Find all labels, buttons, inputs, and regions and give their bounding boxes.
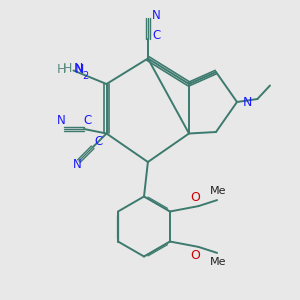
Text: N: N [152, 9, 161, 22]
Text: O: O [190, 190, 200, 204]
Text: N: N [242, 95, 252, 109]
Text: N: N [74, 62, 83, 76]
Text: C: C [152, 29, 160, 42]
Text: Me: Me [210, 257, 227, 267]
Text: H: H [57, 63, 66, 76]
Text: N: N [75, 63, 84, 76]
Text: Me: Me [210, 186, 227, 196]
Text: N: N [73, 158, 82, 171]
Text: C: C [83, 114, 91, 127]
Text: N: N [57, 114, 66, 127]
Text: H: H [63, 62, 72, 76]
Text: O: O [190, 249, 200, 262]
Text: C: C [94, 135, 102, 148]
Text: 2: 2 [82, 71, 88, 81]
